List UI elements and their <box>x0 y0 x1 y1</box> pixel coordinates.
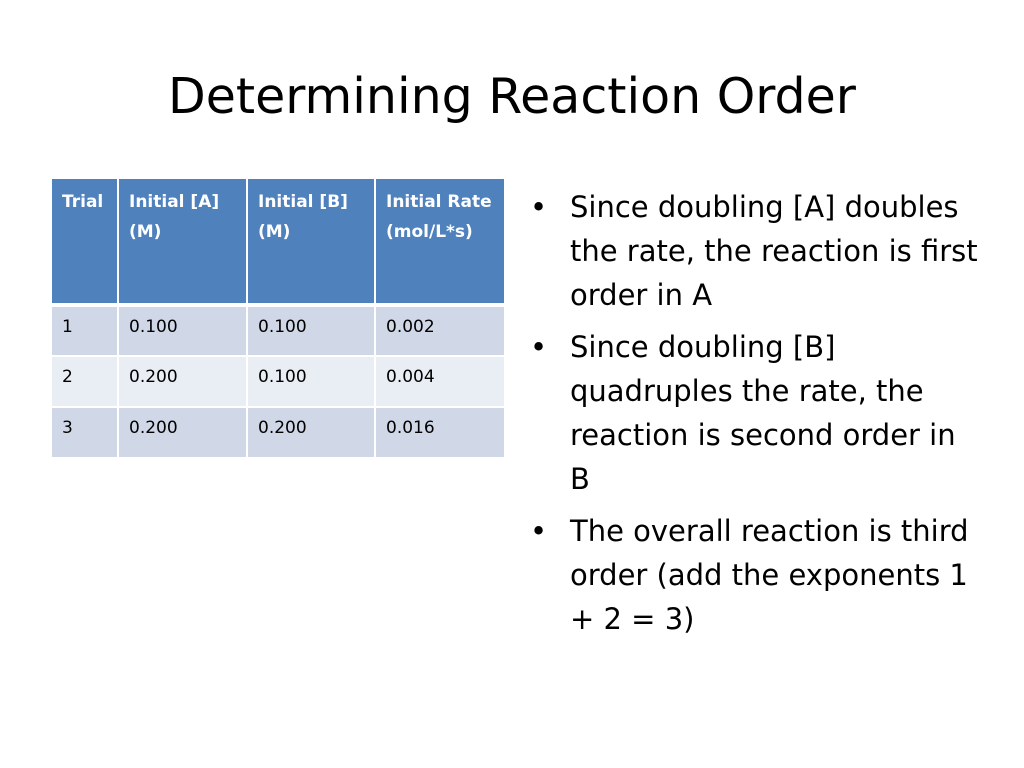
bullet-icon: • <box>530 514 548 548</box>
table-header-row: Trial Initial [A] (M) Initial [B] (M) In… <box>52 179 504 307</box>
cell-initial-rate: 0.002 <box>375 305 504 357</box>
table-row: 2 0.200 0.100 0.004 <box>52 356 504 408</box>
bullet-text: Since doubling [A] doubles the rate, the… <box>570 190 978 312</box>
cell-initial-b: 0.100 <box>247 305 376 357</box>
slide-title: Determining Reaction Order <box>168 68 856 125</box>
cell-trial: 2 <box>52 356 119 408</box>
cell-initial-rate: 0.016 <box>375 407 504 459</box>
cell-initial-a: 0.200 <box>118 356 248 408</box>
header-initial-a: Initial [A] (M) <box>118 179 248 307</box>
cell-trial: 1 <box>52 305 119 357</box>
bullet-icon: • <box>530 190 548 224</box>
cell-initial-a: 0.100 <box>118 305 248 357</box>
header-trial: Trial <box>52 179 119 307</box>
cell-initial-b: 0.200 <box>247 407 376 459</box>
bullet-text: The overall reaction is third order (add… <box>570 514 969 636</box>
table-row: 3 0.200 0.200 0.016 <box>52 407 504 459</box>
cell-trial: 3 <box>52 407 119 459</box>
reaction-data-table: Trial Initial [A] (M) Initial [B] (M) In… <box>52 179 504 459</box>
header-initial-rate: Initial Rate (mol/L*s) <box>375 179 504 307</box>
cell-initial-a: 0.200 <box>118 407 248 459</box>
cell-initial-b: 0.100 <box>247 356 376 408</box>
bullet-icon: • <box>530 330 548 364</box>
cell-initial-rate: 0.004 <box>375 356 504 408</box>
table-row: 1 0.100 0.100 0.002 <box>52 305 504 357</box>
bullet-item: • Since doubling [A] doubles the rate, t… <box>530 185 980 317</box>
bullet-list: • Since doubling [A] doubles the rate, t… <box>530 185 980 649</box>
bullet-item: • The overall reaction is third order (a… <box>530 509 980 641</box>
bullet-text: Since doubling [B] quadruples the rate, … <box>570 330 956 496</box>
header-initial-b: Initial [B] (M) <box>247 179 376 307</box>
bullet-item: • Since doubling [B] quadruples the rate… <box>530 325 980 501</box>
